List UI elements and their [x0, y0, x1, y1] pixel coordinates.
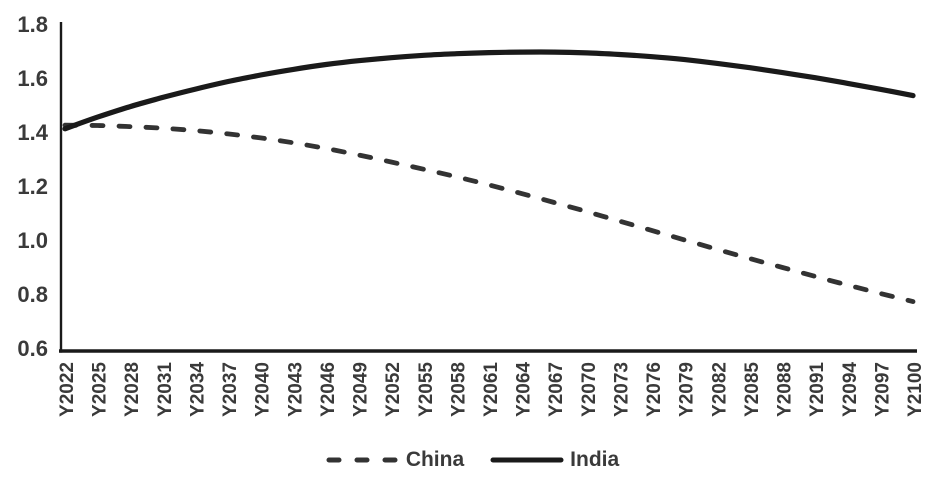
x-axis-tick-label: Y2025	[90, 362, 111, 417]
x-axis-tick-label: Y2043	[285, 362, 306, 417]
x-axis-tick-label: Y2088	[775, 362, 796, 417]
x-axis-tick-label: Y2028	[122, 362, 143, 417]
series-line-china	[62, 122, 916, 304]
y-axis-tick-label: 1.0	[17, 228, 48, 253]
x-axis-tick-label: Y2034	[187, 362, 208, 417]
x-axis-tick-label: Y2061	[481, 362, 502, 417]
legend-item-india: India	[490, 449, 619, 470]
x-axis-tick-label: Y2058	[448, 362, 469, 417]
y-axis-tick-label: 0.8	[17, 282, 48, 307]
y-axis-tick-label: 0.6	[17, 336, 48, 361]
x-axis-tick-label: Y2073	[611, 362, 632, 417]
x-axis-tick-label: Y2046	[318, 362, 339, 417]
x-axis-tick-label: Y2097	[872, 362, 893, 417]
y-axis-tick-label: 1.4	[17, 120, 48, 145]
india-solid-line-icon	[490, 457, 564, 462]
series-line-india	[62, 49, 916, 132]
population-line-chart: 0.6 0.8 1.0 1.2 1.4 1.6 1.8 Y2022 Y2025 Y2028 Y203…	[17, 12, 926, 417]
chart-legend: China India	[0, 449, 945, 470]
x-axis-tick-label: Y2070	[579, 362, 600, 417]
x-axis-tick-label: Y2052	[383, 362, 404, 417]
legend-label-china: China	[405, 448, 465, 471]
x-axis-tick-label: Y2085	[742, 362, 763, 417]
x-axis-tick-label: Y2091	[807, 362, 828, 417]
x-axis-tick-label: Y2037	[220, 362, 241, 417]
x-axis-tick-label: Y2067	[546, 362, 567, 417]
legend-label-india: India	[570, 448, 620, 471]
x-axis-tick-label: Y2040	[253, 362, 274, 417]
x-axis-tick-label: Y2049	[351, 362, 372, 417]
x-axis-tick-label: Y2055	[416, 362, 437, 417]
y-axis-tick-label: 1.8	[17, 12, 48, 37]
x-axis-tick-label: Y2064	[514, 362, 535, 417]
x-axis-tick-label: Y2100	[905, 362, 926, 417]
china-dashed-line-icon	[326, 457, 400, 462]
y-axis-tick-label: 1.6	[17, 66, 48, 91]
legend-item-china: China	[326, 449, 464, 470]
x-axis-tick-label: Y2076	[644, 362, 665, 417]
x-axis-tick-label: Y2082	[709, 362, 730, 417]
x-axis-tick-label: Y2031	[155, 362, 176, 417]
y-axis-tick-label: 1.2	[17, 174, 48, 199]
x-axis-tick-label: Y2079	[677, 362, 698, 417]
x-axis-tick-label: Y2094	[840, 362, 861, 417]
x-axis-tick-label: Y2022	[57, 362, 78, 417]
